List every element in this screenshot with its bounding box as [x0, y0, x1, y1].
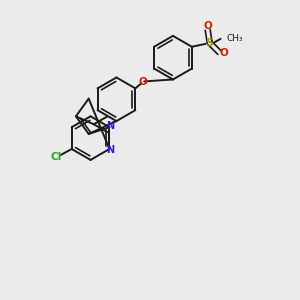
- Text: S: S: [206, 38, 214, 48]
- Text: CH₃: CH₃: [226, 34, 243, 43]
- Text: N: N: [106, 121, 115, 131]
- Text: Cl: Cl: [50, 152, 61, 162]
- Text: O: O: [203, 21, 212, 31]
- Text: O: O: [219, 48, 228, 58]
- Text: O: O: [139, 77, 148, 87]
- Text: N: N: [106, 146, 115, 155]
